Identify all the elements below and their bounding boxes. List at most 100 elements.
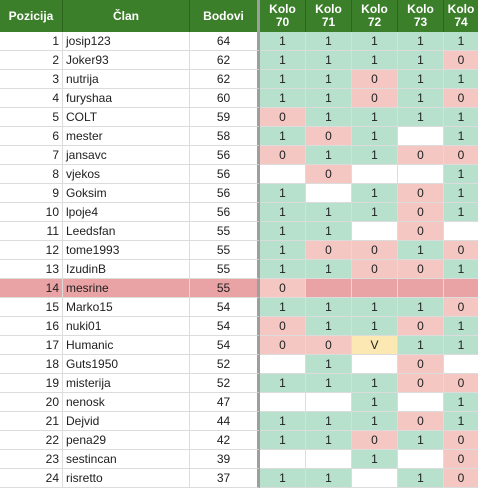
kolo-cell[interactable] [306, 279, 352, 298]
kolo-cell[interactable]: 1 [260, 412, 306, 431]
bodovi-cell[interactable]: 55 [190, 241, 260, 260]
kolo-cell[interactable]: 1 [352, 317, 398, 336]
kolo-cell[interactable]: 1 [306, 32, 352, 51]
clan-cell[interactable]: Leedsfan [63, 222, 190, 241]
table-row[interactable]: 12 tome1993 55 1 0 0 1 0 [0, 241, 478, 260]
kolo-cell[interactable] [260, 450, 306, 469]
pozicija-cell[interactable]: 12 [0, 241, 63, 260]
kolo-cell[interactable]: 1 [260, 184, 306, 203]
kolo-cell[interactable]: 0 [444, 431, 478, 450]
bodovi-cell[interactable]: 56 [190, 203, 260, 222]
kolo-cell[interactable]: 1 [352, 146, 398, 165]
kolo-cell[interactable]: 1 [352, 450, 398, 469]
kolo-cell[interactable]: 1 [398, 108, 444, 127]
kolo-cell[interactable]: 1 [260, 374, 306, 393]
clan-cell[interactable]: mester [63, 127, 190, 146]
kolo-cell[interactable] [306, 450, 352, 469]
kolo-cell[interactable]: 1 [306, 108, 352, 127]
kolo-cell[interactable]: 1 [398, 469, 444, 488]
pozicija-cell[interactable]: 5 [0, 108, 63, 127]
kolo-cell[interactable]: 1 [352, 412, 398, 431]
kolo-cell[interactable]: 1 [306, 70, 352, 89]
kolo-cell[interactable]: 0 [260, 336, 306, 355]
pozicija-cell[interactable]: 7 [0, 146, 63, 165]
bodovi-cell[interactable]: 39 [190, 450, 260, 469]
bodovi-cell[interactable]: 52 [190, 355, 260, 374]
kolo-cell[interactable]: 1 [444, 317, 478, 336]
pozicija-cell[interactable]: 18 [0, 355, 63, 374]
table-row[interactable]: 21 Dejvid 44 1 1 1 0 1 [0, 412, 478, 431]
table-row[interactable]: 17 Humanic 54 0 0 V 1 1 [0, 336, 478, 355]
kolo-cell[interactable]: 1 [444, 32, 478, 51]
table-row[interactable]: 5 COLT 59 0 1 1 1 1 [0, 108, 478, 127]
clan-cell[interactable]: Goksim [63, 184, 190, 203]
kolo-cell[interactable]: 1 [352, 298, 398, 317]
kolo-cell[interactable]: 1 [260, 469, 306, 488]
clan-cell[interactable]: IzudinB [63, 260, 190, 279]
table-row[interactable]: 22 pena29 42 1 1 0 1 0 [0, 431, 478, 450]
table-row[interactable]: 13 IzudinB 55 1 1 0 0 1 [0, 260, 478, 279]
bodovi-cell[interactable]: 54 [190, 298, 260, 317]
bodovi-cell[interactable]: 56 [190, 184, 260, 203]
kolo-cell[interactable]: 1 [260, 260, 306, 279]
clan-cell[interactable]: tome1993 [63, 241, 190, 260]
kolo-cell[interactable]: 0 [306, 165, 352, 184]
kolo-cell[interactable]: 0 [306, 241, 352, 260]
clan-cell[interactable]: furyshaa [63, 89, 190, 108]
kolo-cell[interactable]: 1 [352, 393, 398, 412]
pozicija-cell[interactable]: 20 [0, 393, 63, 412]
bodovi-cell[interactable]: 54 [190, 317, 260, 336]
pozicija-cell[interactable]: 13 [0, 260, 63, 279]
kolo-cell[interactable]: 0 [260, 317, 306, 336]
pozicija-cell[interactable]: 15 [0, 298, 63, 317]
kolo-cell[interactable]: 1 [398, 51, 444, 70]
clan-cell[interactable]: nuki01 [63, 317, 190, 336]
table-row[interactable]: 20 nenosk 47 1 1 [0, 393, 478, 412]
kolo-cell[interactable]: 0 [398, 146, 444, 165]
kolo-cell[interactable] [398, 279, 444, 298]
bodovi-cell[interactable]: 52 [190, 374, 260, 393]
kolo-cell[interactable]: 1 [306, 469, 352, 488]
pozicija-cell[interactable]: 1 [0, 32, 63, 51]
kolo-cell[interactable]: 1 [398, 70, 444, 89]
kolo-cell[interactable]: 1 [352, 203, 398, 222]
bodovi-cell[interactable]: 55 [190, 222, 260, 241]
kolo-cell[interactable]: 1 [260, 203, 306, 222]
kolo-cell[interactable]: 1 [260, 222, 306, 241]
header-pozicija[interactable]: Pozicija [0, 0, 63, 32]
clan-cell[interactable]: risretto [63, 469, 190, 488]
kolo-cell[interactable]: 1 [306, 374, 352, 393]
bodovi-cell[interactable]: 62 [190, 70, 260, 89]
kolo-cell[interactable]: 1 [444, 165, 478, 184]
pozicija-cell[interactable]: 23 [0, 450, 63, 469]
kolo-cell[interactable]: 1 [306, 89, 352, 108]
kolo-cell[interactable]: 0 [444, 241, 478, 260]
bodovi-cell[interactable]: 60 [190, 89, 260, 108]
table-row[interactable]: 16 nuki01 54 0 1 1 0 1 [0, 317, 478, 336]
kolo-cell[interactable] [444, 222, 478, 241]
kolo-cell[interactable]: 1 [398, 89, 444, 108]
kolo-cell[interactable]: 1 [260, 298, 306, 317]
bodovi-cell[interactable]: 56 [190, 165, 260, 184]
table-row[interactable]: 18 Guts1950 52 1 0 [0, 355, 478, 374]
kolo-cell[interactable]: 0 [352, 260, 398, 279]
kolo-cell[interactable]: 0 [398, 260, 444, 279]
kolo-cell[interactable]: 0 [398, 222, 444, 241]
header-kolo-72[interactable]: Kolo 72 [352, 0, 398, 32]
pozicija-cell[interactable]: 3 [0, 70, 63, 89]
clan-cell[interactable]: Dejvid [63, 412, 190, 431]
kolo-cell[interactable]: 0 [398, 374, 444, 393]
pozicija-cell[interactable]: 21 [0, 412, 63, 431]
kolo-cell[interactable] [398, 393, 444, 412]
kolo-cell[interactable]: 1 [306, 412, 352, 431]
bodovi-cell[interactable]: 44 [190, 412, 260, 431]
clan-cell[interactable]: vjekos [63, 165, 190, 184]
kolo-cell[interactable]: 1 [398, 241, 444, 260]
kolo-cell[interactable]: 1 [398, 32, 444, 51]
table-row[interactable]: 14 mesrine 55 0 [0, 279, 478, 298]
kolo-cell[interactable]: 1 [352, 32, 398, 51]
kolo-cell[interactable] [352, 222, 398, 241]
kolo-cell[interactable]: 1 [444, 127, 478, 146]
kolo-cell[interactable]: 1 [444, 393, 478, 412]
clan-cell[interactable]: jansavc [63, 146, 190, 165]
